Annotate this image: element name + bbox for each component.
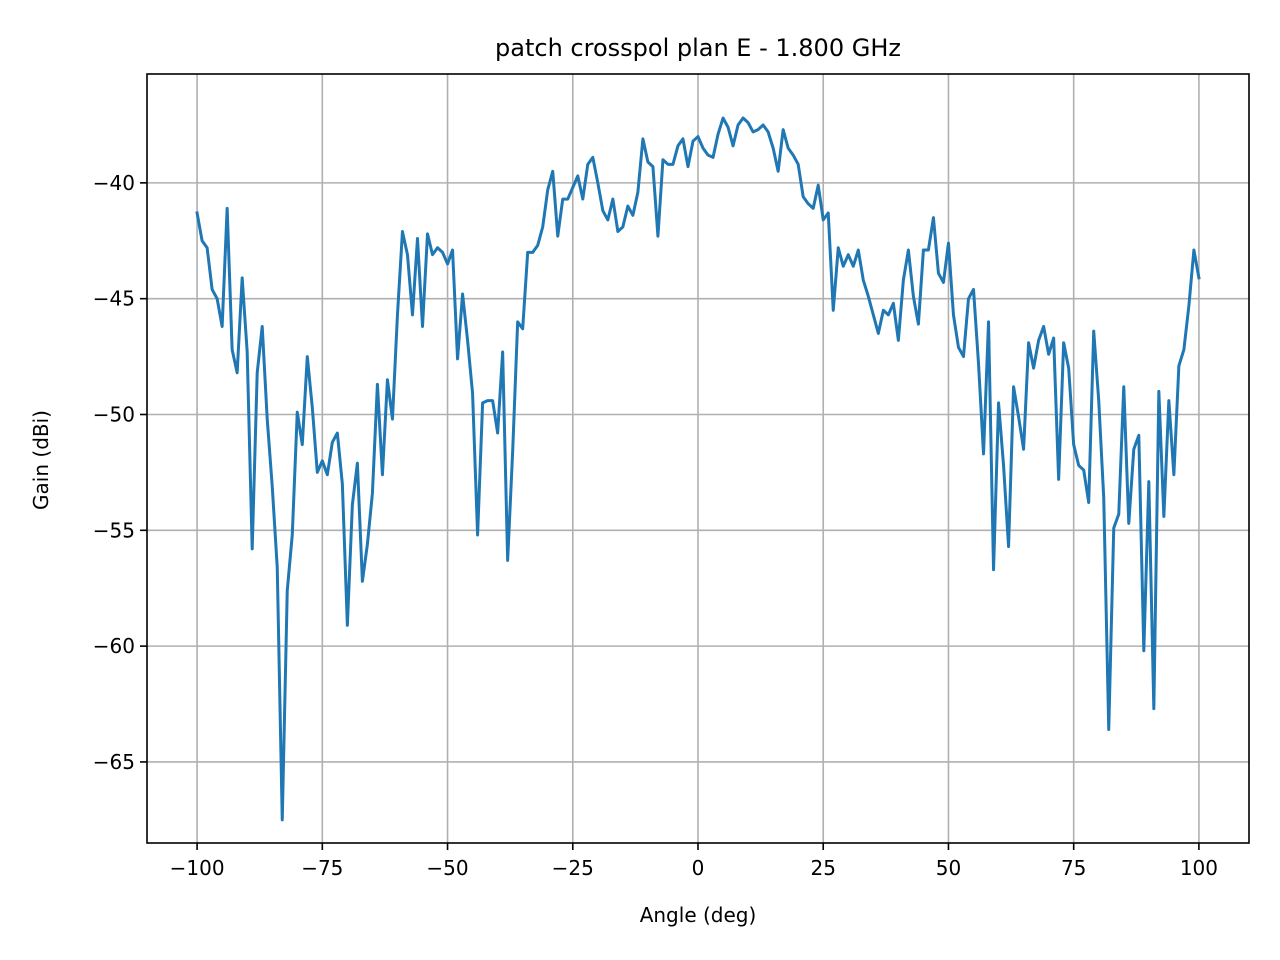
y-tick-label: −40 bbox=[93, 171, 135, 195]
x-tick-label: −100 bbox=[170, 856, 225, 880]
x-tick-label: 25 bbox=[811, 856, 836, 880]
y-tick-label: −60 bbox=[93, 634, 135, 658]
series-layer bbox=[195, 116, 1201, 822]
y-tick-label: −45 bbox=[93, 287, 135, 311]
gain-series-line bbox=[195, 116, 1201, 822]
y-axis-label: Gain (dBi) bbox=[29, 410, 53, 510]
x-tick-label: 75 bbox=[1061, 856, 1086, 880]
y-tick-label: −50 bbox=[93, 402, 135, 426]
x-tick-label: 100 bbox=[1180, 856, 1218, 880]
x-axis-label: Angle (deg) bbox=[640, 903, 757, 927]
x-tick-label: −50 bbox=[426, 856, 468, 880]
x-tick-label: 0 bbox=[692, 856, 705, 880]
y-tick-label: −55 bbox=[93, 518, 135, 542]
axis-ticks: −100 −75 −50 −25 0 25 50 75 100 −40 −45 −50 −55 −60 −6… bbox=[93, 171, 1218, 880]
grid-lines bbox=[147, 74, 1249, 843]
x-tick-label: −75 bbox=[301, 856, 343, 880]
x-tick-label: −25 bbox=[552, 856, 594, 880]
chart-title: patch crosspol plan E - 1.800 GHz bbox=[495, 34, 901, 62]
y-tick-label: −65 bbox=[93, 750, 135, 774]
x-tick-label: 50 bbox=[936, 856, 961, 880]
